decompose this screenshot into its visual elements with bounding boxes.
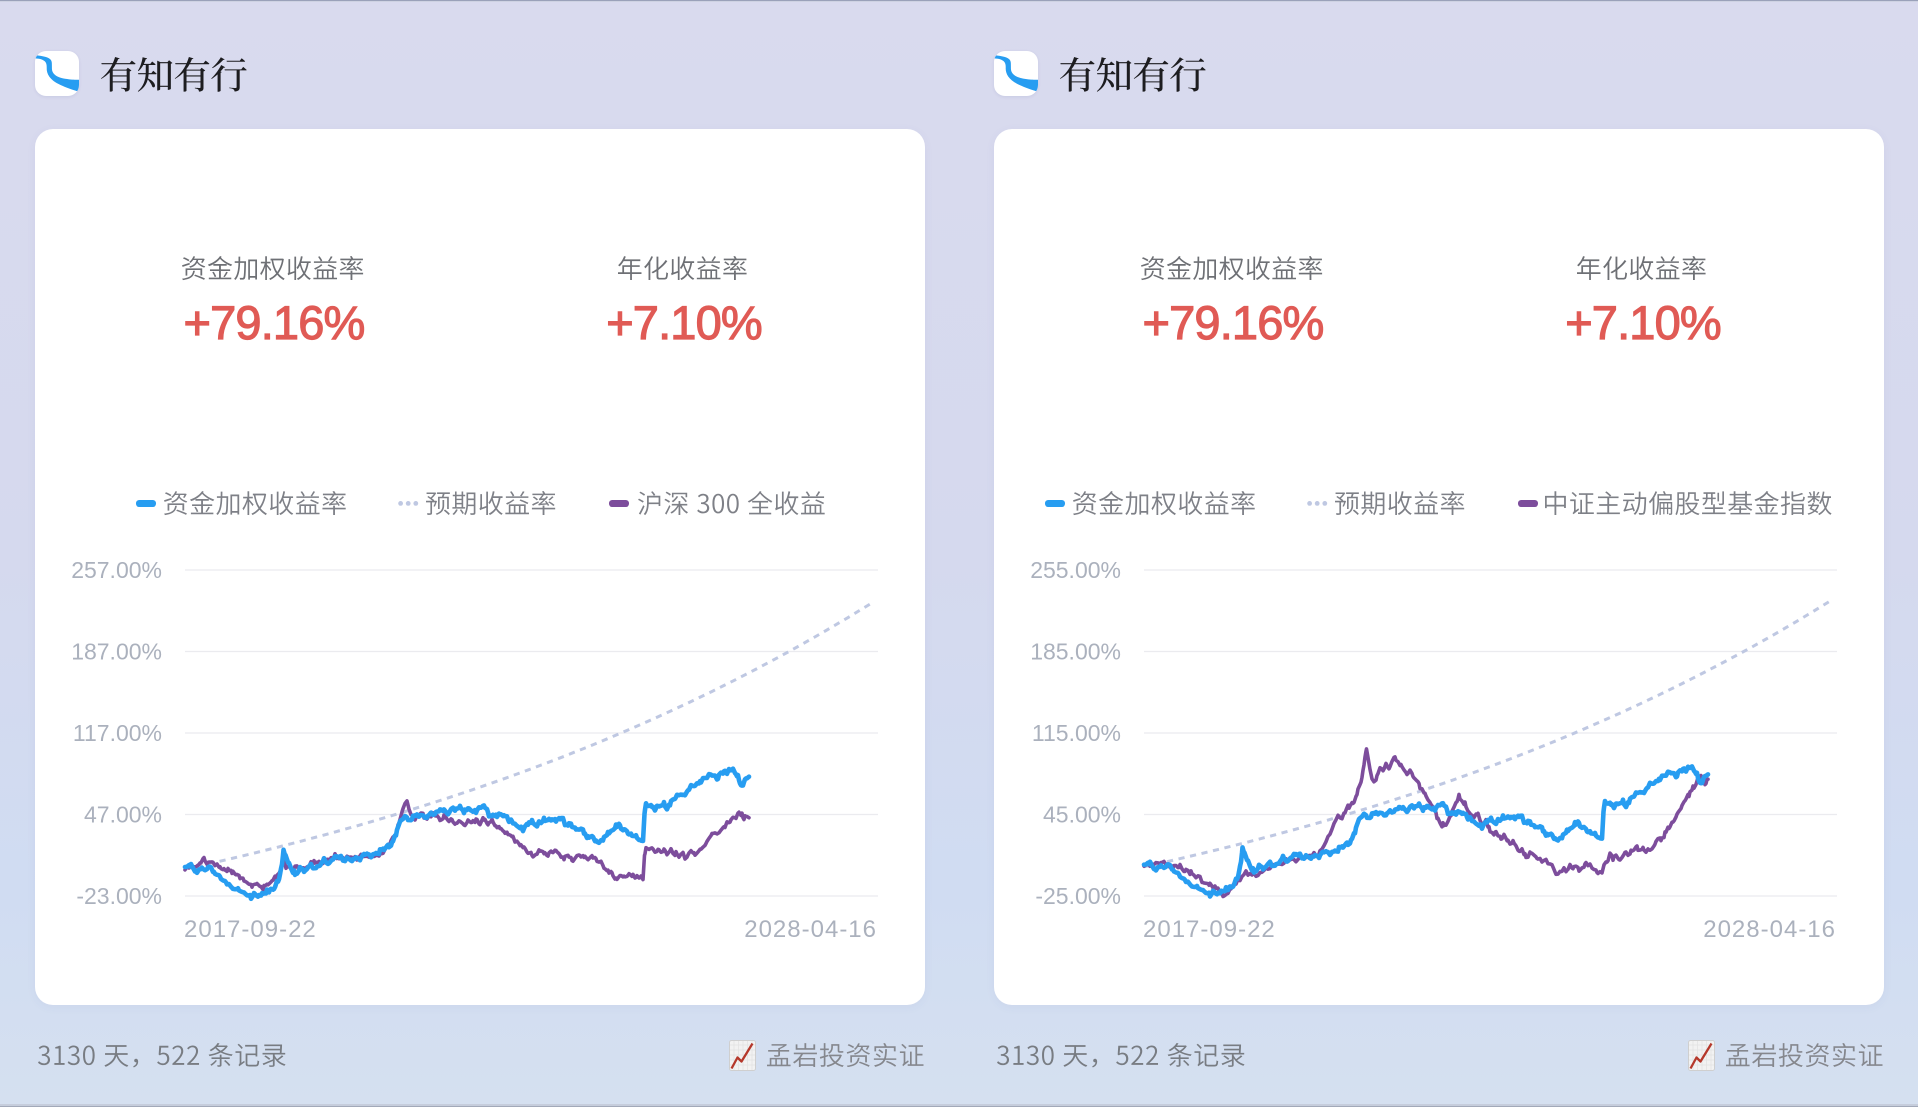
svg-text:2017-09-22: 2017-09-22 (1143, 916, 1276, 943)
svg-text:45.00%: 45.00% (1043, 802, 1121, 828)
svg-text:185.00%: 185.00% (1030, 639, 1121, 665)
svg-text:-23.00%: -23.00% (76, 883, 162, 909)
svg-text:115.00%: 115.00% (1032, 720, 1121, 746)
svg-text:47.00%: 47.00% (84, 802, 162, 828)
svg-text:255.00%: 255.00% (1030, 557, 1121, 583)
svg-text:257.00%: 257.00% (71, 557, 162, 583)
svg-text:187.00%: 187.00% (71, 639, 162, 665)
svg-text:117.00%: 117.00% (73, 720, 162, 746)
svg-text:2028-04-16: 2028-04-16 (1703, 916, 1836, 943)
svg-text:2028-04-16: 2028-04-16 (744, 916, 877, 943)
svg-text:2017-09-22: 2017-09-22 (184, 916, 317, 943)
svg-text:-25.00%: -25.00% (1035, 883, 1121, 909)
